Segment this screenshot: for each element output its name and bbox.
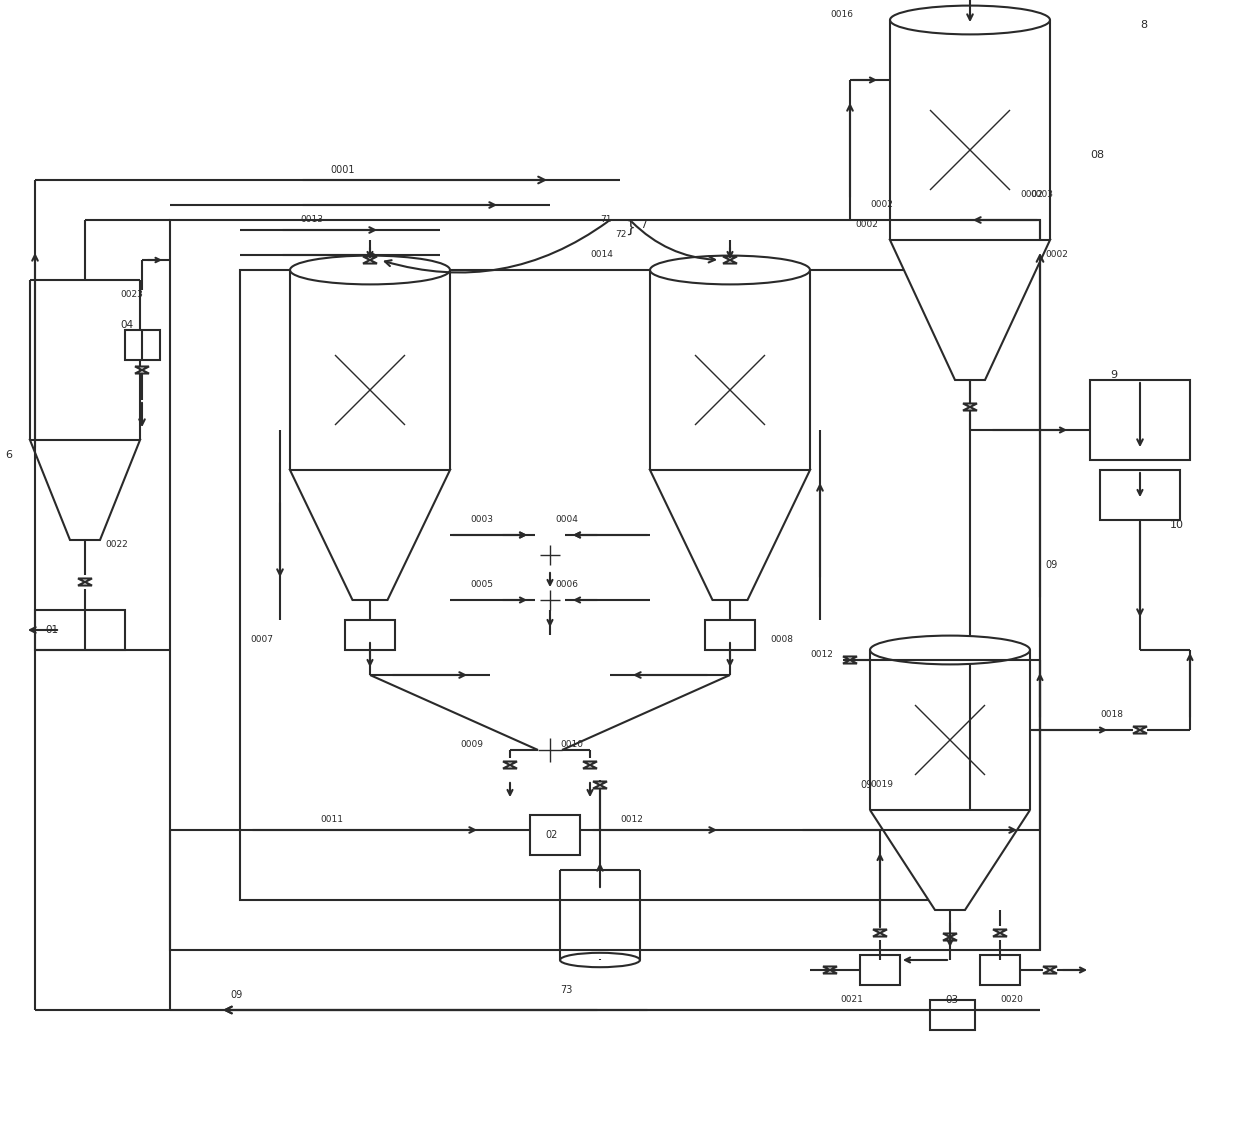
- Text: 08: 08: [1090, 150, 1104, 160]
- Text: 0002: 0002: [1045, 250, 1068, 259]
- Bar: [35, 610, 125, 650]
- Polygon shape: [723, 260, 737, 263]
- Polygon shape: [135, 370, 149, 373]
- Polygon shape: [78, 582, 92, 585]
- Polygon shape: [290, 469, 450, 600]
- Text: 01: 01: [45, 625, 58, 635]
- Ellipse shape: [890, 6, 1050, 34]
- Text: 0020: 0020: [999, 995, 1023, 1004]
- Text: 8: 8: [1140, 19, 1147, 30]
- Bar: [170, 220, 1040, 950]
- Text: 0013: 0013: [300, 215, 322, 224]
- Polygon shape: [890, 240, 1050, 380]
- Polygon shape: [823, 966, 837, 970]
- Polygon shape: [1043, 970, 1056, 973]
- Polygon shape: [963, 403, 977, 406]
- Text: 09: 09: [229, 990, 242, 1000]
- Text: 10: 10: [1171, 520, 1184, 530]
- Polygon shape: [1043, 966, 1056, 970]
- Polygon shape: [1133, 726, 1147, 731]
- Text: 0003: 0003: [1030, 190, 1053, 199]
- Text: 0012: 0012: [620, 815, 642, 824]
- Text: 0016: 0016: [830, 10, 853, 19]
- Text: 0019: 0019: [870, 780, 893, 789]
- Polygon shape: [873, 930, 887, 933]
- Text: 0001: 0001: [330, 165, 355, 175]
- Text: 0012: 0012: [810, 650, 833, 660]
- Polygon shape: [30, 440, 140, 540]
- Polygon shape: [942, 937, 957, 940]
- Bar: [125, 330, 160, 360]
- Text: 7: 7: [640, 220, 646, 230]
- Text: 0022: 0022: [105, 540, 128, 548]
- Polygon shape: [503, 765, 517, 768]
- Ellipse shape: [870, 635, 1030, 664]
- Text: 0003: 0003: [470, 515, 494, 524]
- Text: 0011: 0011: [320, 815, 343, 824]
- Bar: [980, 955, 1021, 985]
- Text: 0007: 0007: [250, 635, 273, 643]
- Text: 9: 9: [1110, 370, 1117, 380]
- Bar: [1090, 380, 1190, 460]
- Polygon shape: [870, 810, 1030, 910]
- Polygon shape: [593, 785, 608, 789]
- Text: 0010: 0010: [560, 740, 583, 749]
- Bar: [529, 815, 580, 855]
- Text: 09: 09: [1045, 560, 1058, 570]
- Text: 0023: 0023: [120, 290, 143, 299]
- Polygon shape: [593, 782, 608, 785]
- Polygon shape: [873, 933, 887, 937]
- Text: 02: 02: [546, 830, 557, 840]
- Text: 73: 73: [560, 985, 573, 995]
- Text: 0002: 0002: [856, 220, 878, 229]
- Bar: [241, 270, 970, 900]
- Text: 71: 71: [600, 215, 611, 224]
- Polygon shape: [363, 260, 377, 263]
- Text: 0004: 0004: [556, 515, 578, 524]
- Text: 0021: 0021: [839, 995, 863, 1004]
- Ellipse shape: [560, 953, 640, 968]
- Text: 0002: 0002: [1021, 190, 1043, 199]
- Text: 0018: 0018: [1100, 710, 1123, 719]
- Polygon shape: [1133, 731, 1147, 734]
- Polygon shape: [823, 970, 837, 973]
- Text: 0002: 0002: [870, 200, 893, 210]
- Polygon shape: [843, 660, 857, 663]
- Bar: [706, 619, 755, 650]
- Text: 0005: 0005: [470, 581, 494, 589]
- Polygon shape: [363, 256, 377, 260]
- Text: 0014: 0014: [590, 250, 613, 259]
- Polygon shape: [942, 933, 957, 937]
- Text: 6: 6: [5, 450, 12, 460]
- Polygon shape: [78, 578, 92, 582]
- Polygon shape: [650, 469, 810, 600]
- Polygon shape: [993, 933, 1007, 937]
- Text: 0008: 0008: [770, 635, 794, 643]
- Text: 09: 09: [861, 780, 872, 790]
- Polygon shape: [963, 406, 977, 411]
- Polygon shape: [503, 761, 517, 765]
- Text: 0006: 0006: [556, 581, 578, 589]
- Bar: [930, 1000, 975, 1030]
- Polygon shape: [135, 366, 149, 370]
- Ellipse shape: [290, 255, 450, 284]
- Bar: [345, 619, 396, 650]
- Text: 04: 04: [120, 319, 133, 330]
- Ellipse shape: [650, 255, 810, 284]
- Bar: [1100, 469, 1180, 520]
- Polygon shape: [723, 256, 737, 260]
- Text: 03: 03: [945, 995, 959, 1005]
- Polygon shape: [583, 761, 596, 765]
- Polygon shape: [583, 765, 596, 768]
- Text: }: }: [625, 220, 635, 235]
- Polygon shape: [843, 656, 857, 660]
- Polygon shape: [993, 930, 1007, 933]
- Text: 0009: 0009: [460, 740, 484, 749]
- Text: 72: 72: [615, 230, 626, 239]
- Bar: [861, 955, 900, 985]
